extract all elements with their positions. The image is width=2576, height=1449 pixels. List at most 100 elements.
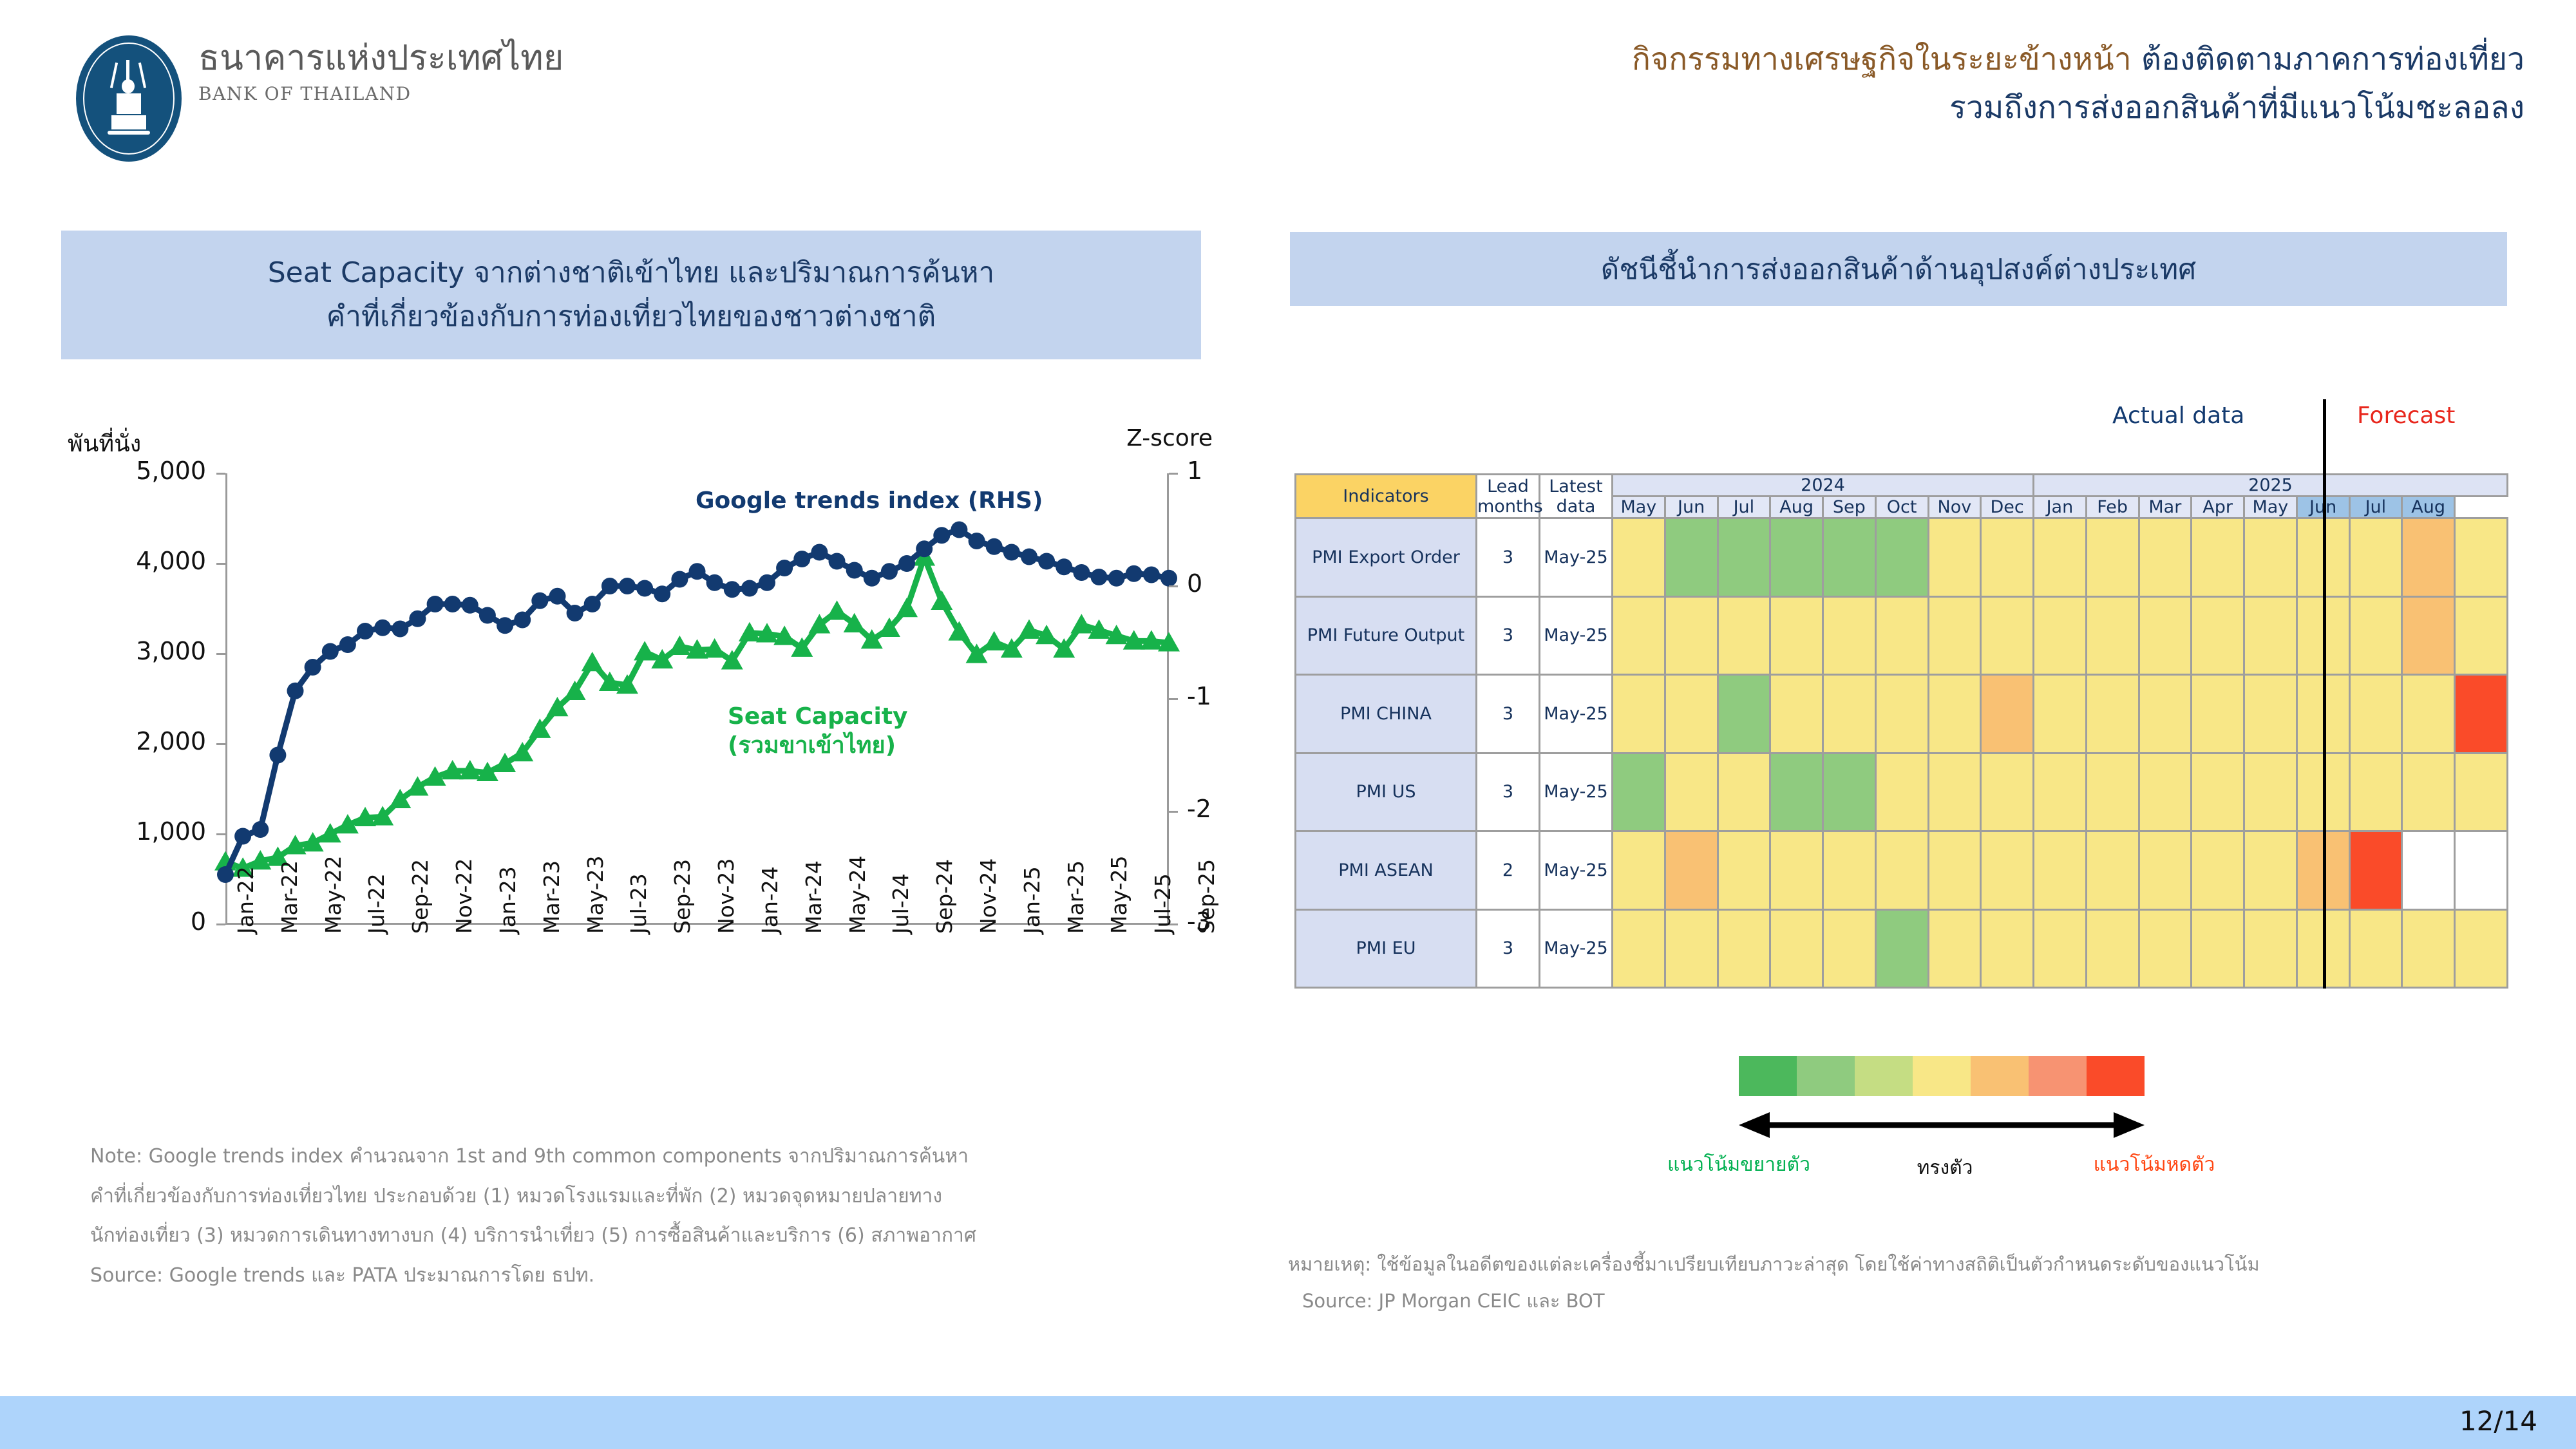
heatmap-value-cell bbox=[2401, 517, 2456, 598]
data-point bbox=[232, 857, 254, 877]
data-point bbox=[880, 563, 898, 580]
heatmap-row-indicator: PMI Export Order bbox=[1294, 517, 1477, 598]
bot-seal-icon bbox=[76, 35, 182, 162]
heatmap-month-aug-15: Aug bbox=[2401, 495, 2456, 519]
heatmap-value-cell bbox=[1822, 830, 1877, 911]
heatmap-value-cell bbox=[1663, 830, 1719, 911]
data-point bbox=[686, 639, 708, 659]
data-point bbox=[354, 806, 377, 827]
data-point bbox=[392, 620, 409, 638]
data-point bbox=[860, 629, 883, 649]
heatmap-value-cell bbox=[2137, 595, 2193, 676]
heatmap-row-lead: 3 bbox=[1475, 752, 1540, 832]
heatmap-value-cell bbox=[1822, 908, 1877, 989]
scale-swatch-1 bbox=[1739, 1056, 1797, 1096]
data-point bbox=[965, 643, 988, 663]
heatmap-value-cell bbox=[1927, 752, 1982, 832]
heatmap-row-lead: 2 bbox=[1475, 830, 1540, 911]
data-point bbox=[1053, 638, 1075, 658]
left-chart-title-bar: Seat Capacity จากต่างชาติเข้าไทย และปริม… bbox=[61, 231, 1201, 359]
heatmap-value-cell bbox=[2454, 830, 2508, 911]
heatmap-grid: Indicators Lead months Latest data 2024 2025 Ma… bbox=[1294, 473, 2508, 989]
data-point bbox=[948, 621, 971, 641]
heatmap-col-lead: Lead months bbox=[1475, 473, 1543, 519]
heatmap-value-cell bbox=[1663, 674, 1719, 754]
data-point bbox=[634, 641, 656, 661]
actual-data-label: Actual data bbox=[2112, 402, 2245, 429]
heatmap-value-cell bbox=[2401, 752, 2456, 832]
x-tick-label: Jul-24 bbox=[888, 873, 914, 934]
legend-seat-capacity-line1: Seat Capacity bbox=[728, 703, 908, 730]
data-point bbox=[301, 832, 324, 852]
x-tick-label: May-23 bbox=[582, 855, 608, 934]
left-chart-note: Note: Google trends index คำนวณจาก 1st a… bbox=[90, 1137, 1224, 1295]
data-point bbox=[793, 551, 811, 567]
heatmap-value-cell bbox=[1611, 908, 1666, 989]
data-point bbox=[444, 596, 461, 612]
chart-series-svg bbox=[214, 521, 1180, 883]
heatmap-value-cell bbox=[2085, 908, 2140, 989]
scale-label-flat: ทรงตัว bbox=[1917, 1157, 1973, 1179]
table-row: PMI Future Output 3 May-25 bbox=[1294, 595, 2508, 676]
y-tick-left bbox=[216, 923, 225, 925]
logo-english-name: BANK OF THAILAND bbox=[198, 83, 412, 104]
data-point bbox=[1003, 544, 1020, 561]
heatmap-row-latest: May-25 bbox=[1539, 908, 1613, 989]
heatmap-row-indicator: PMI CHINA bbox=[1294, 674, 1477, 754]
heatmap-value-cell bbox=[1927, 595, 1982, 676]
x-tick-label: May-24 bbox=[844, 855, 870, 934]
heatmap-value-cell bbox=[1611, 595, 1666, 676]
heatmap-month-may-12: May bbox=[2243, 495, 2298, 519]
heatmap-value-cell bbox=[1980, 517, 2034, 598]
heatmap-row-indicator: PMI US bbox=[1294, 752, 1477, 832]
trend-color-scale bbox=[1739, 1056, 2145, 1096]
heatmap-value-cell bbox=[1874, 830, 1929, 911]
heatmap-row-lead: 3 bbox=[1475, 908, 1540, 989]
data-point bbox=[531, 592, 549, 609]
data-point bbox=[511, 742, 534, 762]
x-tick-label: Mar-24 bbox=[800, 860, 826, 934]
data-point bbox=[1021, 548, 1037, 565]
heatmap-value-cell bbox=[2243, 674, 2298, 754]
headline-part-navy: ต้องติดตามภาคการท่องเที่ยว bbox=[2141, 41, 2524, 77]
heatmap-value-cell bbox=[2085, 674, 2140, 754]
data-point bbox=[583, 596, 601, 612]
y-tick-left bbox=[216, 743, 225, 745]
heatmap-value-cell bbox=[2348, 674, 2403, 754]
heatmap-value-cell bbox=[1927, 517, 1982, 598]
heatmap-value-cell bbox=[1663, 595, 1719, 676]
data-point bbox=[357, 623, 374, 639]
series-seat-capacity bbox=[214, 546, 1180, 877]
heatmap-month-sep-4: Sep bbox=[1822, 495, 1877, 519]
heatmap-value-cell bbox=[1822, 674, 1877, 754]
heatmap-value-cell bbox=[2348, 517, 2403, 598]
chart-bottom-axis bbox=[225, 923, 1169, 925]
heatmap-row-latest: May-25 bbox=[1539, 830, 1613, 911]
data-point bbox=[598, 671, 621, 692]
heatmap-value-cell bbox=[2454, 908, 2508, 989]
legend-google-trends: Google trends index (RHS) bbox=[696, 488, 1043, 514]
heatmap-value-cell bbox=[1716, 595, 1772, 676]
heatmap-value-cell bbox=[2085, 830, 2140, 911]
table-row: PMI Export Order 3 May-25 bbox=[1294, 517, 2508, 598]
heatmap-month-jun-1: Jun bbox=[1663, 495, 1719, 519]
data-point bbox=[1038, 553, 1056, 570]
footer-bar bbox=[0, 1396, 2576, 1449]
x-tick-label: Jan-22 bbox=[233, 866, 258, 934]
y-tick-left bbox=[216, 473, 225, 475]
data-point bbox=[549, 587, 566, 605]
heatmap-value-cell bbox=[2190, 674, 2245, 754]
heatmap-value-cell bbox=[1980, 674, 2034, 754]
y-tick-label-left: 2,000 bbox=[136, 727, 206, 755]
heatmap-month-feb-9: Feb bbox=[2085, 495, 2140, 519]
x-tick-label: Mar-22 bbox=[276, 860, 302, 934]
data-point bbox=[1140, 630, 1162, 650]
data-point bbox=[476, 761, 498, 782]
data-point bbox=[808, 614, 831, 634]
data-point bbox=[706, 574, 723, 591]
heatmap-value-cell bbox=[2032, 595, 2087, 676]
headline-line2: รวมถึงการส่งออกสินค้าที่มีแนวโน้มชะลอลง bbox=[1949, 89, 2524, 126]
data-point bbox=[1036, 625, 1058, 645]
data-point bbox=[269, 746, 287, 764]
data-point bbox=[267, 846, 289, 866]
